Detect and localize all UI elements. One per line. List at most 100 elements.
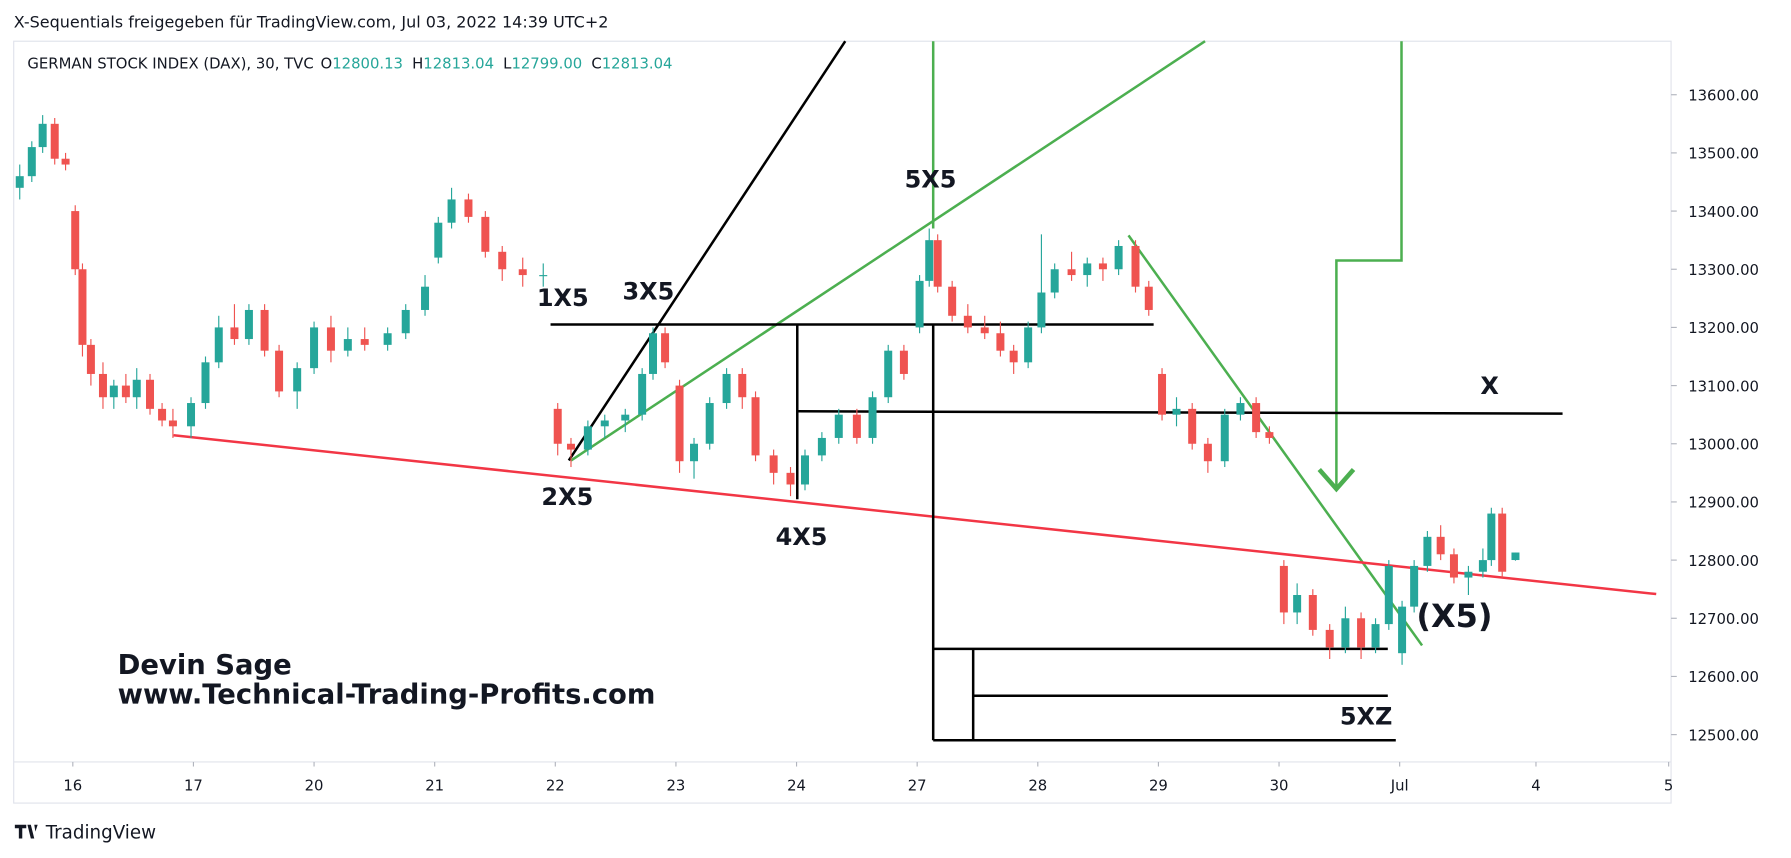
candle-body (738, 373, 747, 398)
x-tick-label: 27 (908, 778, 927, 795)
candle-body (1384, 565, 1393, 625)
ohlc-value: 12813.04 (602, 56, 673, 73)
trend-line (173, 434, 1657, 596)
x-tick-label: 5 (1664, 778, 1673, 795)
ohlc: O12800.13 H12813.04 L12799.00 C12813.04 (321, 56, 673, 73)
arrow-head (1317, 468, 1356, 493)
candle-body (649, 333, 658, 374)
candle-body (71, 211, 80, 270)
candle-body (434, 222, 443, 258)
annotation: 2X5 (541, 483, 593, 511)
legend: GERMAN STOCK INDEX (DAX), 30, TVC O12800.… (27, 56, 672, 73)
y-tick-label: 13200.00 (1688, 320, 1759, 337)
candle-body (1067, 269, 1076, 276)
candle-body (158, 408, 167, 421)
candle-body (187, 403, 196, 427)
x-tick-label: 28 (1028, 778, 1047, 795)
candle-body (481, 216, 490, 252)
candle-body (1371, 624, 1380, 648)
candle-body (201, 362, 210, 404)
candle-body (168, 420, 177, 427)
candle-body (925, 240, 934, 281)
candle-body (1464, 571, 1473, 578)
x-tick-label: 21 (425, 778, 444, 795)
candle-body (109, 385, 118, 398)
candle-body (1449, 554, 1458, 578)
candle-body (884, 350, 893, 398)
ohlc-key: L (503, 56, 512, 73)
candle-body (343, 339, 352, 351)
trend-line (1127, 234, 1424, 647)
candle-body (1410, 565, 1419, 607)
candle-body (980, 327, 989, 334)
candle-body (1050, 269, 1059, 293)
ohlc-key: H (412, 56, 423, 73)
candle-body (1203, 443, 1212, 462)
candle-body (1083, 263, 1092, 276)
candle-body (1114, 245, 1123, 270)
logo: TradingView (14, 822, 156, 843)
candle-body (751, 397, 760, 456)
candle-body (447, 199, 456, 223)
ohlc-value: 12799.00 (511, 56, 582, 73)
candle-body (1236, 403, 1245, 415)
candle-body (852, 414, 861, 438)
candle-body (1098, 263, 1107, 270)
ohlc-value: 12813.04 (423, 56, 494, 73)
candle-body (1279, 565, 1288, 613)
candle-body (769, 455, 778, 473)
x-tick-label: 4 (1531, 778, 1540, 795)
candle-body (1024, 327, 1033, 363)
candle-body (1423, 536, 1432, 566)
candles (15, 115, 1520, 665)
ohlc-value: 12800.13 (332, 56, 403, 73)
y-tick-label: 13500.00 (1688, 146, 1759, 163)
candle-body (275, 350, 284, 392)
candle-body (260, 309, 269, 351)
x-tick-label: 16 (63, 778, 82, 795)
candle-body (675, 385, 684, 462)
candle-body (146, 379, 155, 409)
candle-body (899, 350, 908, 374)
trend-line (567, 40, 847, 462)
candle-body (464, 199, 473, 217)
logo-mark (14, 824, 38, 839)
candle-body (27, 147, 36, 177)
y-tick-label: 12700.00 (1688, 611, 1759, 628)
x-tick-label: 23 (666, 778, 685, 795)
candle-body (1308, 595, 1317, 630)
candle-body (834, 414, 843, 438)
annotation: X (1480, 372, 1498, 400)
candle-body (915, 280, 924, 328)
candle-body (1009, 350, 1018, 363)
candle-body (553, 408, 562, 444)
candle-body (996, 333, 1005, 351)
candle-body (817, 437, 826, 456)
watermark: TradingView (45, 822, 156, 843)
candle-body (1398, 606, 1407, 654)
y-tick-label: 13000.00 (1688, 436, 1759, 453)
candle-body (1478, 560, 1487, 572)
candle-body (933, 240, 942, 287)
candle-body (1511, 552, 1520, 561)
annotation: 5XZ (1340, 702, 1393, 730)
y-tick-label: 12600.00 (1688, 669, 1759, 686)
x-tick-label: Jul (1390, 778, 1409, 795)
candle-body (868, 397, 877, 438)
candle-body (621, 414, 630, 421)
annotation: 4X5 (776, 523, 828, 551)
candle-body (78, 269, 87, 345)
candle-body (61, 158, 70, 165)
candle-body (15, 176, 24, 188)
candle-body (1265, 432, 1274, 438)
candle-body (401, 309, 410, 334)
candle-body (583, 426, 592, 450)
candle-body (244, 309, 253, 340)
candle-body (1487, 513, 1496, 561)
y-tick-label: 13300.00 (1688, 262, 1759, 279)
candle-body (50, 123, 59, 159)
candle-body (1293, 595, 1302, 613)
candle-body (1357, 618, 1366, 648)
annotation: www.Technical-Trading-Profits.com (118, 680, 656, 711)
